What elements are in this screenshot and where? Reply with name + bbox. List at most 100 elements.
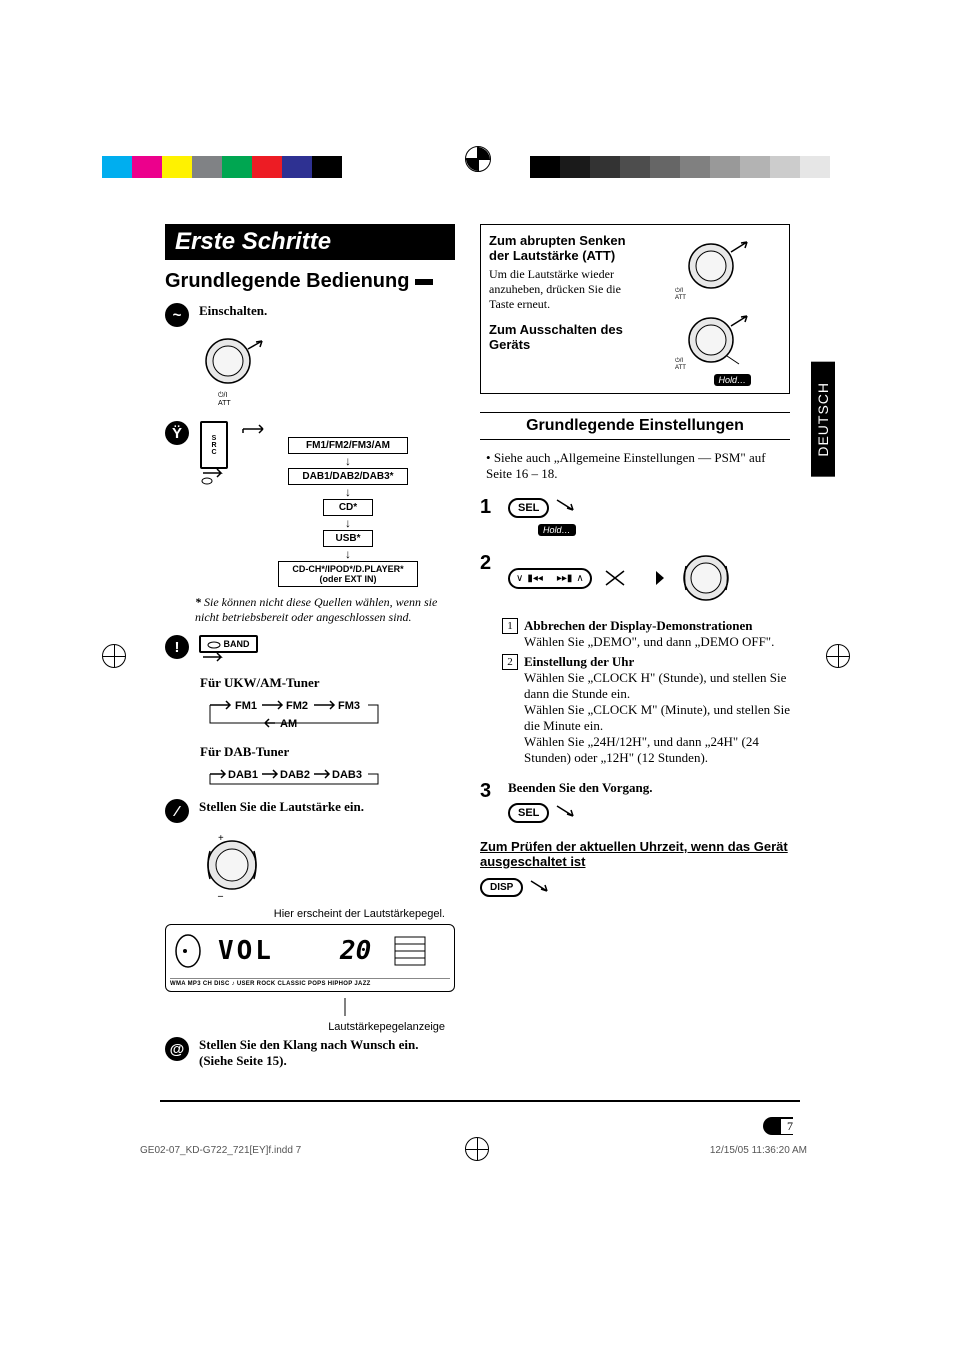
source-footnote: * Sie können nicht diese Quellen wählen,… <box>195 595 455 625</box>
svg-text:⏻/I: ⏻/I <box>675 357 683 364</box>
arrow-down-icon: ↓ <box>241 518 455 528</box>
right-column: Zum abrupten Senken der Lautstärke (ATT)… <box>480 224 790 897</box>
volume-knob: + – <box>200 831 455 908</box>
settings-heading: Grundlegende Einstellungen <box>480 412 790 440</box>
svg-text:DAB3: DAB3 <box>332 769 362 781</box>
att-head: Zum abrupten Senken der Lautstärke (ATT) <box>489 233 627 263</box>
power-icon-label: ⏻/I <box>218 392 227 399</box>
svg-text:20: 20 <box>339 936 371 966</box>
step-num-5: @ <box>165 1037 189 1061</box>
footnote-text: Sie können nicht diese Quellen wählen, w… <box>195 595 437 624</box>
registration-mark-left <box>102 644 126 668</box>
step5-label: Stellen Sie den Klang nach Wunsch ein. (… <box>199 1037 455 1069</box>
page-number-text: 7 <box>781 1119 793 1134</box>
nav-buttons: ∨ ▮◂◂ ▸▸▮ ∧ <box>508 568 592 589</box>
step-1: ~ Einschalten. <box>165 303 455 327</box>
see-also: • Siehe auch „Allgemeine Einstellungen —… <box>486 450 790 482</box>
step-num-2: Ÿ <box>165 421 189 445</box>
boxnum-1: 1 <box>502 618 518 634</box>
colorbar-left <box>102 156 342 178</box>
sub1-body: Wählen Sie „DEMO", und dann „DEMO OFF". <box>524 634 774 649</box>
basic-operation-heading: Grundlegende Bedienung <box>165 270 455 293</box>
step3-end: Beenden Sie den Vorgang. <box>508 780 652 796</box>
step1-label: Einschalten. <box>199 303 455 319</box>
press-arrow-icon <box>199 469 229 487</box>
flow-dab: DAB1/DAB2/DAB3* <box>288 468 408 485</box>
arrow-right-icon <box>642 567 668 589</box>
src-button: SRC <box>200 421 228 469</box>
sub-item-2: 2 Einstellung der Uhr Wählen Sie „CLOCK … <box>502 654 790 766</box>
ukw-head: Für UKW/AM-Tuner <box>200 675 455 691</box>
left-column: Erste Schritte Grundlegende Bedienung ~ … <box>165 224 455 1077</box>
arrow-down-icon: ↓ <box>241 549 455 559</box>
registration-mark-right <box>826 644 850 668</box>
colorbar-right <box>530 156 830 178</box>
sel-button: SEL <box>508 498 549 518</box>
clock-check-head: Zum Prüfen der aktuellen Uhrzeit, wenn d… <box>480 839 790 869</box>
sub1-head: Abbrechen der Display-Demonstrationen <box>524 618 752 633</box>
band-button: BAND <box>199 635 258 653</box>
language-tab: DEUTSCH <box>811 362 835 477</box>
band-label: BAND <box>224 639 250 649</box>
ukw-flow: FM1 FM2 FM3 AM <box>200 695 455 734</box>
page: Erste Schritte Grundlegende Bedienung ~ … <box>165 224 790 1077</box>
off-knob: ⏻/I ATT Hold… <box>667 309 757 389</box>
step4-label: Stellen Sie die Lautstärke ein. <box>199 799 455 815</box>
boxnum-2: 2 <box>502 654 518 670</box>
sub2-head: Einstellung der Uhr <box>524 654 634 669</box>
svg-text:ATT: ATT <box>675 365 686 371</box>
settings-step-1: 1 SEL Hold… <box>480 496 790 538</box>
att-label: ATT <box>218 400 231 407</box>
step-5: @ Stellen Sie den Klang nach Wunsch ein.… <box>165 1037 455 1069</box>
arrow-down-icon: ↓ <box>241 456 455 466</box>
step-2: Ÿ SRC <box>165 421 455 587</box>
footer-timestamp: 12/15/05 11:36:20 AM <box>710 1145 807 1156</box>
vol-caption-1: Hier erscheint der Lautstärkepegel. <box>165 908 445 920</box>
flow-ext: CD-CH*/IPOD*/D.PLAYER* (oder EXT IN) <box>278 561 418 587</box>
rotate-knob <box>678 552 736 604</box>
att-body: Um die Lautstärke wieder anzuheben, drüc… <box>489 267 627 312</box>
flow-usb: USB* <box>323 530 373 547</box>
svg-text:–: – <box>217 891 224 902</box>
off-head: Zum Ausschalten des Geräts <box>489 322 627 352</box>
sub-item-1: 1 Abbrechen der Display-Demonstrationen … <box>502 618 790 650</box>
hold-tag: Hold… <box>714 374 752 386</box>
section-title: Erste Schritte <box>165 224 455 260</box>
svg-text:DAB1: DAB1 <box>228 769 258 781</box>
att-knob: ⏻/I ATT <box>667 229 757 309</box>
press-arrow-icon <box>199 653 229 667</box>
bottom-rule <box>160 1100 800 1102</box>
settings-step-2: 2 ∨ ▮◂◂ ▸▸▮ ∧ <box>480 552 790 604</box>
flow-fm: FM1/FM2/FM3/AM <box>288 437 408 454</box>
step-num-1: ~ <box>165 303 189 327</box>
settings-step-3: 3 Beenden Sie den Vorgang. SEL <box>480 780 790 823</box>
arrow-down-icon: ↓ <box>241 487 455 497</box>
registration-mark <box>465 146 491 172</box>
step-num-3: ! <box>165 635 189 659</box>
see-also-text: Siehe auch „Allgemeine Einstellungen — P… <box>486 450 766 481</box>
svg-text:FM1: FM1 <box>235 700 257 712</box>
page-number: 7 <box>763 1117 805 1135</box>
bignum-2: 2 <box>480 552 498 575</box>
svg-text:VOL: VOL <box>218 936 274 966</box>
heading-rule <box>415 279 433 285</box>
step-4: ⁄ Stellen Sie die Lautstärke ein. <box>165 799 455 823</box>
bignum-1: 1 <box>480 496 498 519</box>
svg-text:FM3: FM3 <box>338 700 360 712</box>
svg-text:FM2: FM2 <box>286 700 308 712</box>
pointer-line <box>165 996 435 1016</box>
disp-button: DISP <box>480 878 523 897</box>
display-panel: VOL 20 WMA MP3 CH DISC ♪ USER ROCK CLASS… <box>165 924 455 992</box>
vol-caption-2: Lautstärkepegelanzeige <box>165 1021 445 1033</box>
sub2-body: Wählen Sie „CLOCK H" (Stunde), und stell… <box>524 670 790 765</box>
footnote-star: * <box>195 595 201 609</box>
step-num-4: ⁄ <box>165 799 189 823</box>
svg-text:AM: AM <box>280 718 297 730</box>
disp-button-row: DISP <box>480 877 790 898</box>
step-3: ! BAND <box>165 635 455 667</box>
dab-flow: DAB1 DAB2 DAB3 <box>200 764 455 789</box>
display-icons: WMA MP3 CH DISC ♪ USER ROCK CLASSIC POPS… <box>170 978 450 987</box>
footer-filename: GE02-07_KD-G722_721[EY]f.indd 7 <box>140 1145 301 1156</box>
registration-mark-bottom <box>465 1137 489 1161</box>
flow-cd: CD* <box>323 499 373 516</box>
